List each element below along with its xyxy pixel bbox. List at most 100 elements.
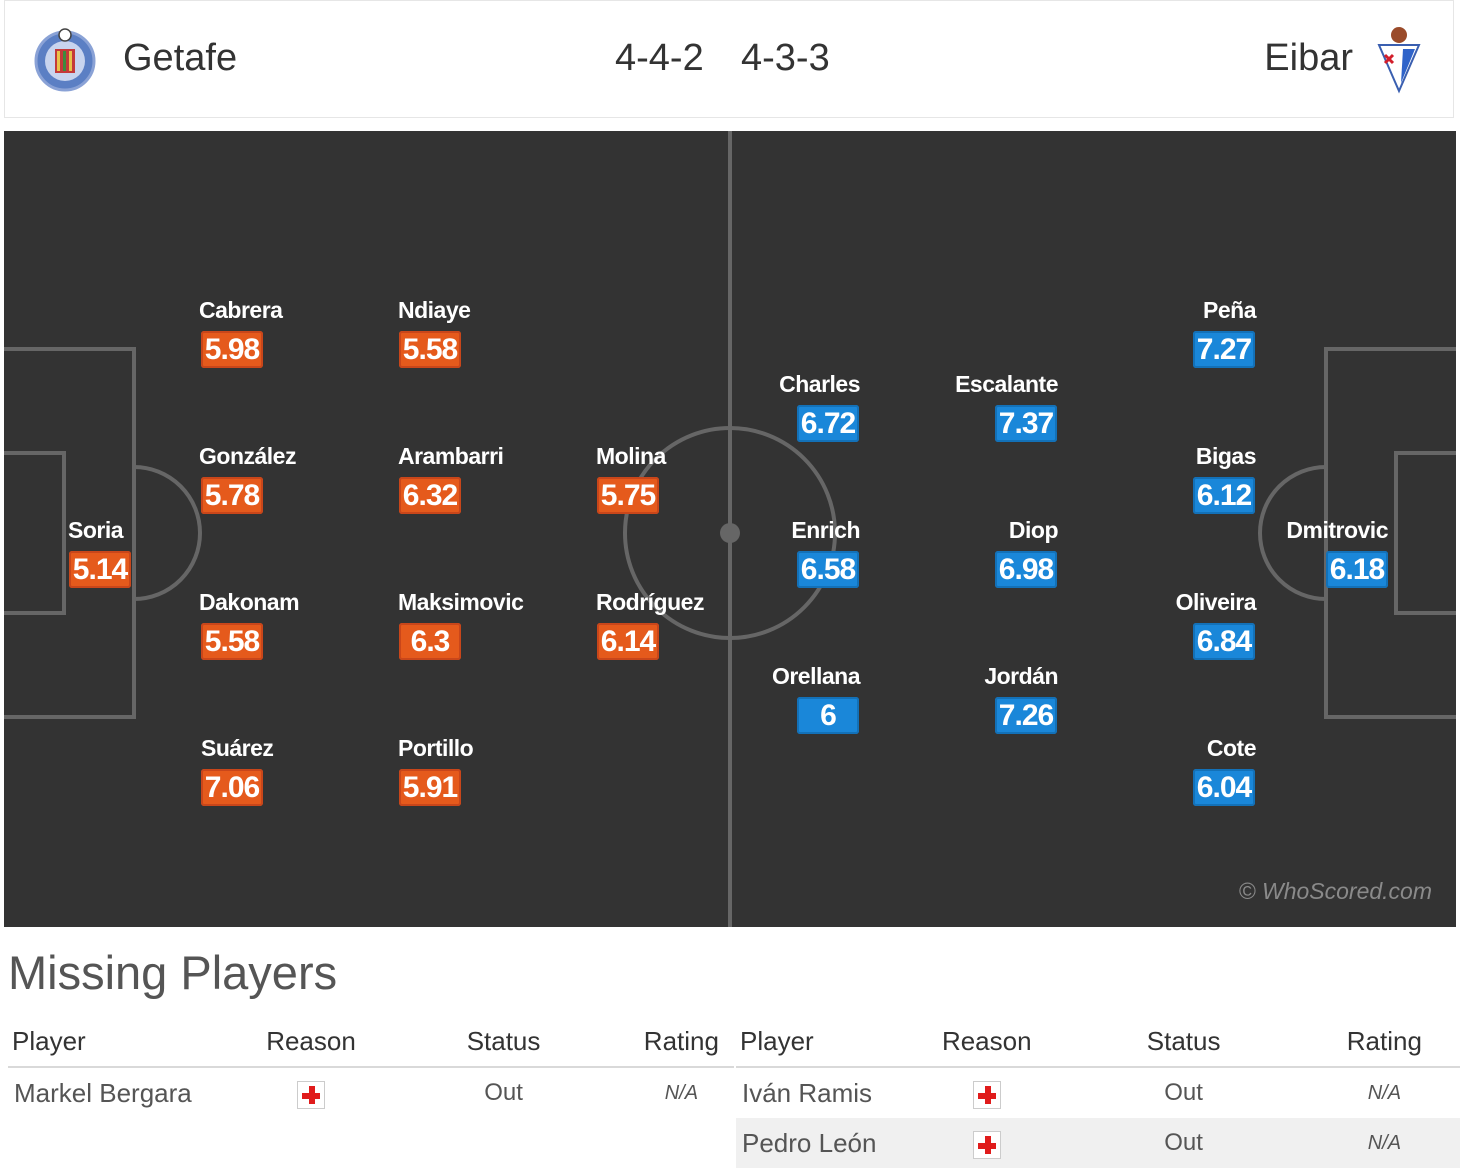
reason-cell [915, 1067, 1058, 1118]
player-rating: 6.84 [1193, 623, 1255, 660]
column-reason[interactable]: Reason [915, 1016, 1059, 1068]
player-name: Dmitrovic [1286, 517, 1388, 543]
player-jordan[interactable]: Jordán 7.26 [918, 663, 1059, 743]
away-team-name[interactable]: Eibar [1264, 37, 1353, 79]
player-maksimovic[interactable]: Maksimovic 6.3 [398, 589, 538, 669]
table-row: Pedro León Out N/A [736, 1118, 1460, 1168]
away-formation: 4-3-3 [741, 37, 830, 79]
player-escalante[interactable]: Escalante 7.37 [918, 371, 1059, 451]
match-header: Getafe 4-4-2 4-3-3 Eibar [4, 0, 1454, 118]
player-enrich[interactable]: Enrich 6.58 [720, 517, 861, 597]
player-name: Rodríguez [596, 589, 704, 615]
player-rating: 6.18 [1326, 551, 1388, 588]
player-name: Ndiaye [398, 297, 471, 323]
player-name: Cote [1206, 735, 1257, 761]
player-name: Orellana [771, 663, 861, 689]
player-rating: 7.26 [995, 697, 1057, 734]
player-rating: 7.27 [1193, 331, 1255, 368]
table-header-row: Player Reason Status Rating [736, 1016, 1460, 1068]
player-rating: 6.72 [797, 405, 859, 442]
player-rating: 6.3 [399, 623, 461, 660]
column-player[interactable]: Player [8, 1016, 244, 1068]
player-rating: 5.58 [201, 623, 263, 660]
player-rating: 7.06 [201, 769, 263, 806]
column-rating[interactable]: Rating [628, 1016, 734, 1068]
player-arambarri[interactable]: Arambarri 6.32 [398, 443, 538, 523]
table-row: Markel Bergara Out N/A [8, 1067, 734, 1118]
getafe-crest-icon [34, 28, 96, 92]
table-row: Iván Ramis Out N/A [736, 1067, 1460, 1118]
player-name: Dakonam [199, 589, 300, 615]
status-cell: Out [484, 1079, 523, 1106]
player-diop[interactable]: Diop 6.98 [918, 517, 1059, 597]
player-rating: 5.91 [399, 769, 461, 806]
player-name: Diop [1008, 517, 1059, 543]
missing-players-away-table: Player Reason Status Rating Iván Ramis O… [736, 1016, 1460, 1168]
player-name: Enrich [791, 517, 860, 543]
player-name: González [199, 443, 296, 469]
player-rating: 7.37 [995, 405, 1057, 442]
missing-player-name[interactable]: Iván Ramis [742, 1077, 873, 1108]
player-name: Bigas [1195, 443, 1257, 469]
player-ndiaye[interactable]: Ndiaye 5.58 [398, 297, 538, 377]
home-team-name[interactable]: Getafe [123, 37, 238, 79]
column-status[interactable]: Status [378, 1016, 629, 1068]
column-reason[interactable]: Reason [243, 1016, 379, 1068]
missing-players-title: Missing Players [8, 946, 338, 999]
pitch: Soria 5.14 Cabrera 5.98 González 5.78 Da… [4, 131, 1456, 927]
player-rating: 6.98 [995, 551, 1057, 588]
status-cell: Out [1164, 1079, 1203, 1106]
player-name: Escalante [955, 371, 1058, 397]
watermark: © WhoScored.com [1238, 878, 1432, 904]
player-name: Maksimovic [398, 589, 524, 615]
rating-cell: N/A [1367, 1081, 1402, 1104]
missing-player-name[interactable]: Markel Bergara [14, 1077, 192, 1108]
player-rating: 6.12 [1193, 477, 1255, 514]
injury-icon [972, 1130, 1001, 1159]
player-rating: 5.78 [201, 477, 263, 514]
eibar-crest-icon [1377, 27, 1421, 94]
player-suarez[interactable]: Suárez 7.06 [201, 735, 341, 815]
player-gonzalez[interactable]: González 5.78 [199, 443, 339, 523]
reason-cell [244, 1067, 379, 1118]
player-rating: 5.75 [597, 477, 659, 514]
column-player[interactable]: Player [736, 1016, 916, 1068]
player-name: Charles [779, 371, 860, 397]
status-cell: Out [1058, 1118, 1309, 1168]
player-name: Arambarri [398, 443, 504, 469]
rating-cell: N/A [1308, 1118, 1460, 1168]
column-rating[interactable]: Rating [1308, 1016, 1460, 1068]
player-name: Soria [68, 517, 124, 543]
missing-player-name[interactable]: Pedro León [736, 1118, 916, 1168]
player-name: Molina [596, 443, 666, 469]
injury-icon [972, 1080, 1001, 1109]
player-molina[interactable]: Molina 5.75 [596, 443, 736, 523]
player-dmitrovic[interactable]: Dmitrovic 6.18 [1248, 517, 1389, 597]
column-status[interactable]: Status [1058, 1016, 1309, 1068]
player-cabrera[interactable]: Cabrera 5.98 [199, 297, 339, 377]
player-rating: 5.14 [69, 551, 131, 588]
reason-cell [915, 1118, 1059, 1168]
player-portillo[interactable]: Portillo 5.91 [398, 735, 538, 815]
player-rating: 6 [797, 697, 859, 734]
player-oliveira[interactable]: Oliveira 6.84 [1116, 589, 1257, 669]
player-charles[interactable]: Charles 6.72 [720, 371, 861, 451]
player-orellana[interactable]: Orellana 6 [720, 663, 861, 743]
missing-players-home-table: Player Reason Status Rating Markel Berga… [8, 1016, 734, 1118]
home-formation: 4-4-2 [615, 37, 704, 79]
player-soria[interactable]: Soria 5.14 [68, 517, 208, 597]
player-rating: 6.14 [597, 623, 659, 660]
player-pena[interactable]: Peña 7.27 [1116, 297, 1257, 377]
player-rating: 5.58 [399, 331, 461, 368]
player-name: Oliveira [1175, 589, 1257, 615]
player-rodriguez[interactable]: Rodríguez 6.14 [596, 589, 736, 669]
player-dakonam[interactable]: Dakonam 5.58 [199, 589, 339, 669]
player-bigas[interactable]: Bigas 6.12 [1116, 443, 1257, 523]
injury-icon [297, 1080, 325, 1109]
player-name: Cabrera [199, 297, 283, 323]
player-name: Suárez [201, 735, 274, 761]
player-cote[interactable]: Cote 6.04 [1116, 735, 1257, 815]
rating-cell: N/A [664, 1081, 699, 1104]
pitch-lines [4, 131, 1456, 927]
player-rating: 6.58 [797, 551, 859, 588]
